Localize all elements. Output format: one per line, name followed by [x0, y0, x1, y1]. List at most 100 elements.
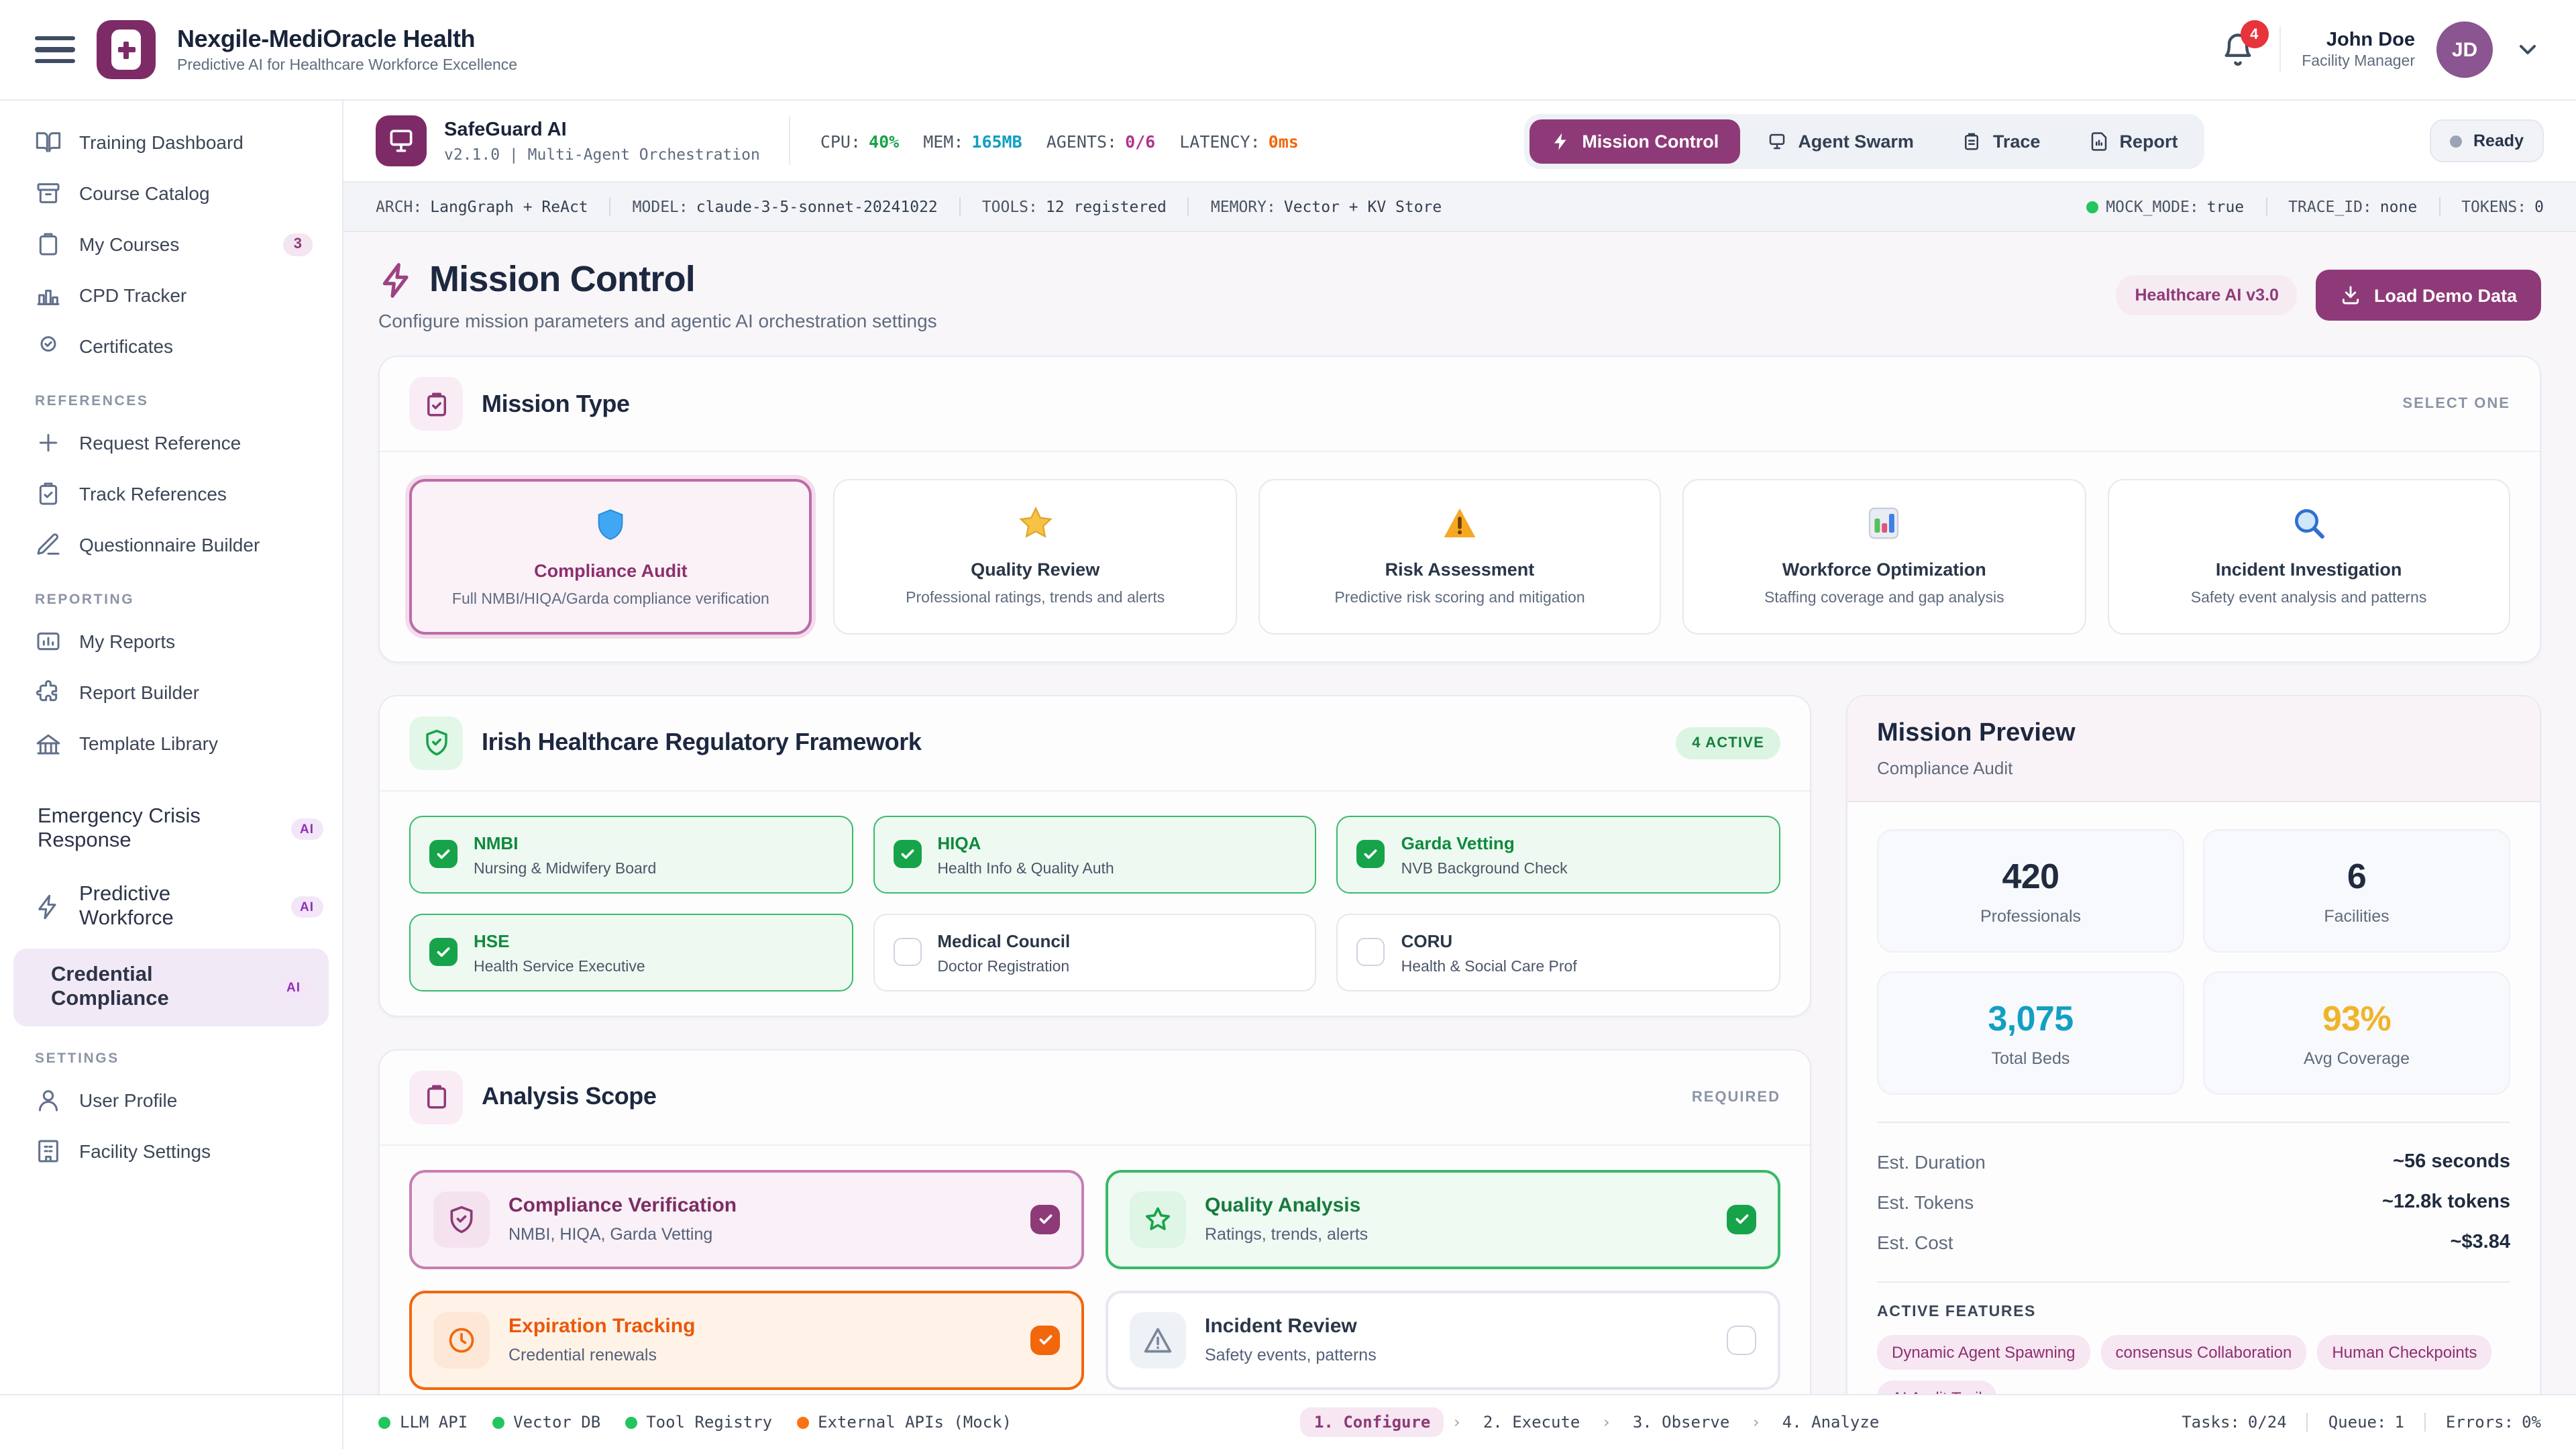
- status-badge: Ready: [2430, 119, 2544, 162]
- warning-icon: [1130, 1311, 1186, 1368]
- avatar[interactable]: JD: [2436, 21, 2493, 78]
- service-vector-db: Vector DB: [492, 1413, 600, 1432]
- mission-card-compliance-audit[interactable]: Compliance Audit Full NMBI/HIQA/Garda co…: [409, 479, 812, 635]
- version-badge: Healthcare AI v3.0: [2116, 275, 2298, 315]
- notifications-button[interactable]: 4: [2217, 20, 2269, 70]
- mission-card-incident-investigation[interactable]: Incident Investigation Safety event anal…: [2107, 479, 2510, 635]
- checkbox-checked-icon: [429, 938, 458, 967]
- section-title: Analysis Scope: [482, 1083, 657, 1110]
- checkbox-checked-icon: [1356, 840, 1385, 869]
- edit-icon: [37, 533, 60, 555]
- tab-report[interactable]: Report: [2067, 119, 2199, 163]
- orange-dot-icon: [796, 1416, 809, 1428]
- scope-checkbox-expiration-tracking[interactable]: Expiration Tracking Credential renewals: [409, 1290, 1084, 1390]
- regulatory-framework-section: Irish Healthcare Regulatory Framework 4 …: [378, 694, 1811, 1017]
- regulator-checkbox-hse[interactable]: HSE Health Service Executive: [409, 913, 853, 991]
- sidebar-item-credential-compliance[interactable]: Credential Compliance AI: [13, 949, 329, 1026]
- bar-chart-icon: [37, 289, 60, 305]
- monitor-icon: [1770, 133, 1785, 149]
- sidebar-item-facility-settings[interactable]: Facility Settings: [0, 1126, 342, 1177]
- zap-icon: [38, 894, 56, 920]
- mission-card-risk-assessment[interactable]: Risk Assessment Predictive risk scoring …: [1258, 479, 1662, 635]
- queue-metric: Queue: 1: [2306, 1413, 2404, 1432]
- clock-icon: [433, 1311, 490, 1368]
- sidebar-item-course-catalog[interactable]: Course Catalog: [0, 168, 342, 219]
- checkbox-checked-icon: [1030, 1325, 1060, 1355]
- sidebar-item-predictive-workforce[interactable]: Predictive Workforce AI: [0, 868, 342, 946]
- status-dot: [2450, 135, 2463, 147]
- mem-stat: MEM: 165MB: [923, 131, 1022, 151]
- sidebar-item-certificates[interactable]: Certificates: [0, 321, 342, 372]
- load-demo-data-button[interactable]: Load Demo Data: [2316, 270, 2541, 321]
- latency-stat: LATENCY: 0ms: [1179, 131, 1299, 151]
- tasks-metric: Tasks: 0/24: [2182, 1413, 2287, 1432]
- tab-agent-swarm[interactable]: Agent Swarm: [1746, 119, 1935, 163]
- view-tabs: Mission Control Agent Swarm Trace Report: [1524, 113, 2205, 168]
- clipboard-check-icon: [409, 377, 463, 431]
- sidebar-item-training-dashboard[interactable]: Training Dashboard: [0, 117, 342, 168]
- regulator-checkbox-coru[interactable]: CORU Health & Social Care Prof: [1336, 913, 1780, 991]
- analysis-scope-section: Analysis Scope REQUIRED Compliance Verif…: [378, 1049, 1811, 1394]
- regulator-checkbox-nmbi[interactable]: NMBI Nursing & Midwifery Board: [409, 815, 853, 894]
- library-icon: [36, 734, 60, 755]
- menu-icon[interactable]: [35, 32, 75, 67]
- green-dot-icon: [625, 1416, 637, 1428]
- sidebar-item-my-reports[interactable]: My Reports: [0, 616, 342, 667]
- sidebar-item-request-reference[interactable]: Request Reference: [0, 417, 342, 468]
- checkbox-checked-icon: [893, 840, 922, 869]
- regulator-checkbox-hiqa[interactable]: HIQA Health Info & Quality Auth: [873, 815, 1317, 894]
- mission-preview-panel: Mission Preview Compliance Audit 420 Pro…: [1846, 694, 2541, 1394]
- magnifier-icon: [2294, 509, 2324, 539]
- scope-checkbox-compliance-verification[interactable]: Compliance Verification NMBI, HIQA, Garda…: [409, 1169, 1084, 1269]
- sidebar-item-emergency-crisis-response[interactable]: Emergency Crisis Response AI: [0, 790, 342, 868]
- mission-card-quality-review[interactable]: Quality Review Professional ratings, tre…: [833, 479, 1237, 635]
- bell-icon: [2224, 34, 2251, 66]
- regulator-checkbox-garda-vetting[interactable]: Garda Vetting NVB Background Check: [1336, 815, 1780, 894]
- sidebar-item-track-references[interactable]: Track References: [0, 468, 342, 519]
- sidebar-section-references: REFERENCES: [35, 393, 149, 409]
- ai-badge: AI: [277, 977, 310, 998]
- sidebar-item-template-library[interactable]: Template Library: [0, 718, 342, 769]
- checkbox-empty-icon: [1727, 1325, 1756, 1355]
- sidebar-item-cpd-tracker[interactable]: CPD Tracker: [0, 270, 342, 321]
- sidebar-item-questionnaire-builder[interactable]: Questionnaire Builder: [0, 519, 342, 570]
- clipboard-icon: [409, 1070, 463, 1124]
- feature-pill: Human Checkpoints: [2317, 1334, 2492, 1370]
- regulator-checkbox-medical-council[interactable]: Medical Council Doctor Registration: [873, 913, 1317, 991]
- feature-pill: consensus Collaboration: [2100, 1334, 2307, 1370]
- footer-metrics: Tasks: 0/24 Queue: 1 Errors: 0%: [2182, 1413, 2541, 1432]
- sidebar-item-user-profile[interactable]: User Profile: [0, 1075, 342, 1126]
- bar-chart-icon: [1869, 507, 1899, 539]
- stat-facilities: 6 Facilities: [2203, 828, 2510, 953]
- phase-observe: 3. Observe: [1632, 1413, 1730, 1432]
- product-version: v2.1.0 | Multi-Agent Orchestration: [444, 144, 760, 163]
- mission-card-workforce-optimization[interactable]: Workforce Optimization Staffing coverage…: [1682, 479, 2086, 635]
- warning-icon: [1444, 508, 1476, 537]
- tab-trace[interactable]: Trace: [1941, 119, 2062, 163]
- green-dot-icon: [492, 1416, 504, 1428]
- estimate-tokens: Est. Tokens ~12.8k tokens: [1877, 1191, 2510, 1213]
- medical-cross-icon: [117, 41, 135, 58]
- memory-meta: MEMORY: Vector + KV Store: [1187, 197, 1442, 216]
- safeguard-logo: [376, 115, 427, 166]
- zap-icon: [1554, 132, 1566, 150]
- section-title: Mission Type: [482, 390, 630, 417]
- scope-checkbox-quality-analysis[interactable]: Quality Analysis Ratings, trends, alerts: [1106, 1169, 1780, 1269]
- phase-execute: 2. Execute: [1483, 1413, 1580, 1432]
- star-icon: [1130, 1191, 1186, 1248]
- cpu-stat: CPU: 40%: [820, 131, 900, 151]
- stat-professionals: 420 Professionals: [1877, 828, 2184, 953]
- estimate-cost: Est. Cost ~$3.84: [1877, 1231, 2510, 1253]
- agents-stat: AGENTS: 0/6: [1046, 131, 1156, 151]
- puzzle-icon: [36, 680, 58, 702]
- user-icon: [39, 1090, 58, 1112]
- scope-checkbox-incident-review[interactable]: Incident Review Safety events, patterns: [1106, 1290, 1780, 1390]
- main-area: SafeGuard AI v2.1.0 | Multi-Agent Orches…: [343, 101, 2576, 1394]
- chevron-down-icon[interactable]: [2514, 36, 2541, 63]
- sidebar-item-report-builder[interactable]: Report Builder: [0, 667, 342, 718]
- building-icon: [38, 1140, 58, 1163]
- tab-mission-control[interactable]: Mission Control: [1529, 119, 1741, 163]
- sidebar-item-my-courses[interactable]: My Courses 3: [0, 219, 342, 270]
- product-name: SafeGuard AI: [444, 119, 567, 140]
